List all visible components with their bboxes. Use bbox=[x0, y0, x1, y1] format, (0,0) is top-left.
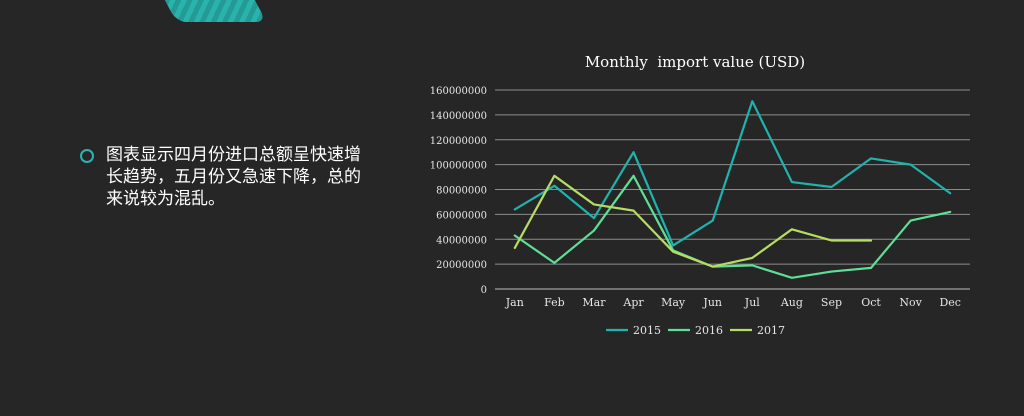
x-tick-label: Jun bbox=[702, 296, 722, 309]
x-axis-ticks: Jan Feb Mar Apr May Jun Jul Aug Sep Oct Nov Dec bbox=[505, 296, 961, 309]
y-tick-label: 120000000 bbox=[430, 136, 487, 147]
x-tick-label: Oct bbox=[861, 296, 881, 309]
y-tick-label: 80000000 bbox=[436, 186, 487, 197]
x-tick-label: Jul bbox=[744, 296, 760, 309]
series-lines bbox=[513, 100, 952, 279]
y-tick-label: 40000000 bbox=[436, 235, 487, 246]
y-tick-label: 0 bbox=[481, 285, 487, 296]
y-tick-label: 160000000 bbox=[430, 86, 487, 97]
legend-label-2017: 2017 bbox=[757, 324, 785, 337]
y-tick-label: 100000000 bbox=[430, 161, 487, 172]
x-tick-label: Sep bbox=[821, 296, 842, 309]
legend-label-2015: 2015 bbox=[633, 324, 661, 337]
x-tick-label: Apr bbox=[622, 296, 644, 309]
y-tick-label: 140000000 bbox=[430, 111, 487, 122]
y-tick-label: 60000000 bbox=[436, 210, 487, 221]
x-tick-label: Feb bbox=[544, 296, 565, 309]
series-line-2016 bbox=[513, 174, 952, 279]
y-axis-ticks: 0 20000000 40000000 60000000 80000000 1000000… bbox=[430, 86, 487, 296]
chart-title: Monthly import value (USD) bbox=[585, 53, 805, 71]
x-tick-label: Jan bbox=[505, 296, 524, 309]
legend: 2015 2016 2017 bbox=[606, 324, 785, 337]
x-tick-label: May bbox=[661, 296, 686, 309]
grid-lines bbox=[495, 89, 970, 290]
x-tick-label: Nov bbox=[899, 296, 922, 309]
series-line-2015 bbox=[513, 100, 952, 247]
series-line-2017 bbox=[513, 174, 873, 268]
bullet-circle-icon bbox=[80, 149, 94, 163]
x-tick-label: Mar bbox=[582, 296, 606, 309]
x-tick-label: Dec bbox=[939, 296, 961, 309]
description-text: 图表显示四月份进口总额呈快速增长趋势，五月份又急速下降，总的来说较为混乱。 bbox=[106, 145, 361, 209]
x-tick-label: Aug bbox=[780, 296, 803, 309]
legend-label-2016: 2016 bbox=[695, 324, 723, 337]
y-tick-label: 20000000 bbox=[436, 260, 487, 271]
